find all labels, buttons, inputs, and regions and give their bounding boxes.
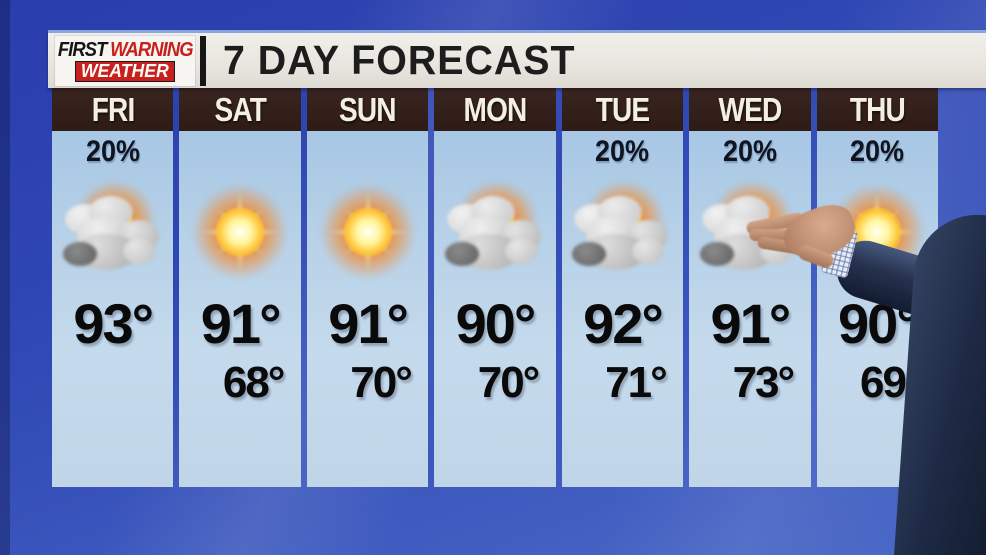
low-temp: 68°: [222, 358, 286, 407]
low-temp: 69°: [860, 358, 923, 407]
title-banner: FIRST WARNING WEATHER 7 DAY FORECAST: [48, 30, 986, 88]
forecast-day-column: SAT: [179, 88, 301, 487]
page-title: 7 DAY FORECAST: [223, 37, 576, 83]
precip-chance: 20%: [85, 135, 140, 168]
day-body: 91° 68°: [179, 131, 301, 487]
forecast-day-column: WED 20%: [689, 88, 811, 487]
low-temp: [100, 355, 126, 411]
precip-chance: 20%: [595, 135, 650, 168]
day-label: MON: [463, 90, 528, 128]
low-temp: 73°: [732, 358, 796, 407]
sun-core: [342, 207, 393, 257]
logo-warning-text: WARNING: [109, 38, 193, 61]
icon-slot: [61, 173, 165, 291]
cloud-group: [698, 180, 802, 284]
forecast-day-column: MON: [434, 88, 556, 487]
day-header: TUE: [561, 88, 684, 131]
forecast-day-column: TUE 20%: [561, 88, 684, 487]
partly-cloudy-icon: [570, 180, 674, 284]
sun-core: [852, 207, 903, 257]
forecast-grid: FRI 20%: [52, 88, 938, 487]
high-temp: 91°: [200, 291, 282, 355]
day-body: 20% 92° 71: [561, 131, 684, 487]
day-label: FRI: [91, 90, 135, 128]
logo-line1: FIRST WARNING: [57, 38, 194, 61]
high-temp: 93°: [73, 291, 154, 355]
low-temp: 70°: [350, 358, 413, 407]
forecast-day-column: SUN: [306, 88, 429, 487]
day-body: 20% 90° 69: [816, 131, 938, 487]
precip-chance: 20%: [850, 135, 905, 168]
day-header: MON: [434, 88, 556, 131]
day-label: TUE: [595, 90, 650, 128]
icon-slot: [443, 173, 547, 291]
cloud-group: [570, 180, 674, 284]
day-header: SAT: [179, 88, 301, 131]
day-header: SUN: [306, 88, 429, 131]
day-body: 90° 70°: [434, 131, 556, 487]
sunny-icon: [825, 180, 929, 284]
low-temp: 70°: [477, 358, 541, 407]
icon-slot: [698, 173, 802, 291]
icon-slot: [570, 173, 674, 291]
day-label: THU: [849, 90, 906, 128]
partly-cloudy-icon: [443, 180, 547, 284]
day-body: 20% 91° 73: [689, 131, 811, 487]
banner-divider-bar: [200, 35, 206, 86]
sunny-icon: [316, 180, 420, 284]
day-header: THU: [816, 88, 938, 131]
first-warning-weather-logo: FIRST WARNING WEATHER: [55, 35, 195, 86]
icon-slot: [825, 173, 929, 291]
background-left-edge: [0, 0, 10, 555]
day-label: SUN: [339, 90, 397, 128]
low-temp: 71°: [605, 358, 668, 407]
partly-cloudy-icon: [698, 180, 802, 284]
sunny-icon: [188, 180, 292, 284]
day-body: 91° 70°: [306, 131, 429, 487]
day-label: SAT: [214, 90, 266, 128]
logo-first-text: FIRST: [57, 38, 107, 61]
icon-slot: [316, 173, 420, 291]
cloud-group: [61, 180, 165, 284]
precip-chance: 20%: [722, 135, 777, 168]
day-header: WED: [689, 88, 811, 131]
high-temp: 90°: [455, 291, 537, 355]
logo-weather-text: WEATHER: [75, 60, 175, 82]
high-temp: 90°: [837, 291, 919, 355]
forecast-day-column: FRI 20%: [52, 88, 174, 487]
high-temp: 91°: [710, 291, 792, 355]
sun-core: [215, 207, 266, 257]
forecast-day-column: THU 20%: [816, 88, 938, 487]
partly-cloudy-icon: [61, 180, 165, 284]
day-header: FRI: [52, 88, 174, 131]
high-temp: 92°: [583, 291, 664, 355]
day-label: WED: [718, 90, 782, 128]
high-temp: 91°: [328, 291, 409, 355]
cloud-group: [443, 180, 547, 284]
icon-slot: [188, 173, 292, 291]
day-body: 20% 93°: [52, 131, 174, 487]
